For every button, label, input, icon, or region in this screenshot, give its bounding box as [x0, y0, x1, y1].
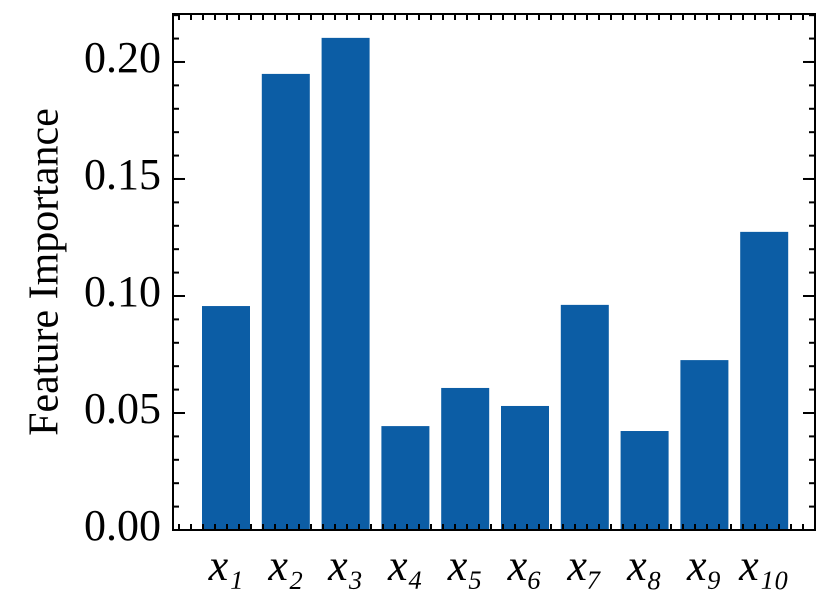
x-tick-label: x₅	[447, 541, 483, 590]
bar	[620, 431, 669, 530]
y-tick-label: 0.05	[84, 384, 161, 433]
x-tick-label: x₇	[566, 541, 602, 590]
bar	[381, 426, 430, 530]
bar	[261, 73, 310, 531]
bar	[501, 405, 549, 530]
x-tick-label: x₁₀	[738, 541, 789, 590]
plot-frame	[172, 13, 816, 531]
y-tick-label: 0.15	[84, 150, 161, 199]
bar	[441, 387, 490, 530]
y-axis-label: Feature Importance	[22, 108, 68, 436]
x-tick-label: x₂	[267, 541, 303, 590]
bar	[321, 37, 370, 531]
x-tick-label: x₈	[626, 541, 662, 590]
y-tick-label: 0.10	[84, 267, 161, 316]
y-tick-label: 0.20	[84, 33, 161, 82]
bar	[680, 360, 729, 530]
y-tick-label: 0.00	[84, 501, 161, 550]
x-tick-label: x₆	[507, 541, 543, 590]
x-tick-label: x₃	[327, 541, 363, 590]
bar	[560, 304, 609, 530]
x-tick-label: x₉	[686, 541, 722, 590]
bar	[740, 231, 789, 530]
bar	[202, 306, 250, 530]
x-tick-label: x₄	[387, 541, 423, 590]
x-tick-label: x₁	[208, 541, 244, 590]
